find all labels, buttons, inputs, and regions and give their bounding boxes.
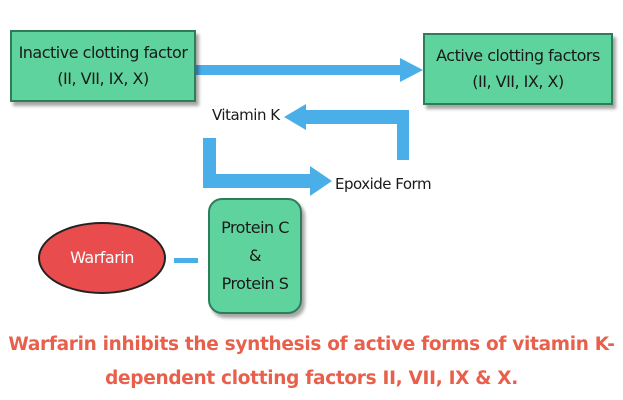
caption-line2: dependent clotting factors II, VII, IX &…: [105, 368, 518, 389]
active-clotting-factor-box: Active clotting factors (II, VII, IX, X): [423, 33, 613, 105]
warfarin-label: Warfarin: [70, 248, 134, 267]
active-box-line2: (II, VII, IX, X): [472, 72, 564, 91]
warfarin-connector-line: [174, 258, 198, 263]
warfarin-ellipse: Warfarin: [38, 222, 166, 294]
vitamin-k-label: Vitamin K: [212, 106, 280, 124]
protein-box-line1: Protein C: [221, 218, 289, 237]
active-box-line1: Active clotting factors: [436, 46, 600, 65]
caption-line1: Warfarin inhibits the synthesis of activ…: [8, 334, 615, 355]
arrow-epoxide-to-vitamin-k: [284, 104, 409, 160]
epoxide-form-label: Epoxide Form: [335, 175, 432, 193]
inactive-box-line2: (II, VII, IX, X): [57, 69, 149, 88]
arrow-inactive-to-active: [196, 58, 423, 82]
protein-c-s-box: Protein C & Protein S: [208, 198, 302, 314]
inactive-box-line1: Inactive clotting factor: [18, 43, 188, 62]
inactive-clotting-factor-box: Inactive clotting factor (II, VII, IX, X…: [10, 30, 196, 102]
protein-box-line2: &: [249, 246, 261, 265]
protein-box-line3: Protein S: [221, 274, 289, 293]
arrow-vitamin-k-to-epoxide: [203, 138, 332, 196]
caption: Warfarin inhibits the synthesis of activ…: [0, 328, 623, 396]
